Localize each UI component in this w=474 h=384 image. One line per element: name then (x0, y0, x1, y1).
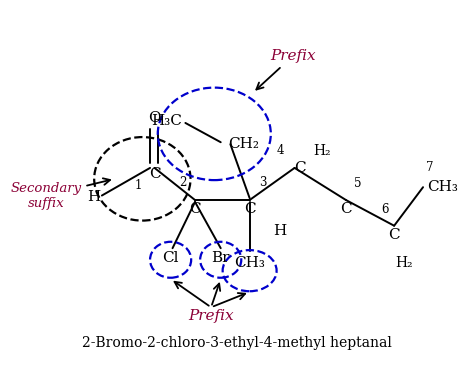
Text: Secondary
suffix: Secondary suffix (10, 178, 110, 210)
Text: CH₃: CH₃ (234, 256, 265, 270)
Text: H₂: H₂ (395, 256, 412, 270)
Text: C: C (189, 202, 201, 216)
Text: C: C (149, 167, 160, 180)
Text: 5: 5 (354, 177, 361, 190)
Text: C: C (244, 202, 255, 216)
Text: Cl: Cl (163, 252, 179, 265)
Text: H: H (273, 224, 286, 238)
Text: 3: 3 (259, 176, 267, 189)
Text: CH₂: CH₂ (228, 136, 259, 151)
Text: H₃C: H₃C (151, 114, 182, 128)
Text: 7: 7 (426, 161, 433, 174)
Text: 2: 2 (179, 176, 187, 189)
Text: 4: 4 (276, 144, 283, 157)
Text: H₂: H₂ (313, 144, 331, 158)
Text: 6: 6 (382, 203, 389, 216)
Text: O: O (148, 111, 161, 125)
Text: CH₃: CH₃ (428, 180, 458, 194)
Text: 2-Bromo-2-chloro-3-ethyl-4-methyl heptanal: 2-Bromo-2-chloro-3-ethyl-4-methyl heptan… (82, 336, 392, 350)
Text: C: C (294, 161, 306, 175)
Text: Prefix: Prefix (256, 49, 316, 89)
Text: C: C (388, 228, 400, 242)
Text: Br: Br (211, 252, 230, 265)
Text: 1: 1 (135, 179, 142, 192)
Text: C: C (340, 202, 352, 216)
Text: Prefix: Prefix (188, 309, 234, 323)
Text: H: H (87, 190, 100, 204)
